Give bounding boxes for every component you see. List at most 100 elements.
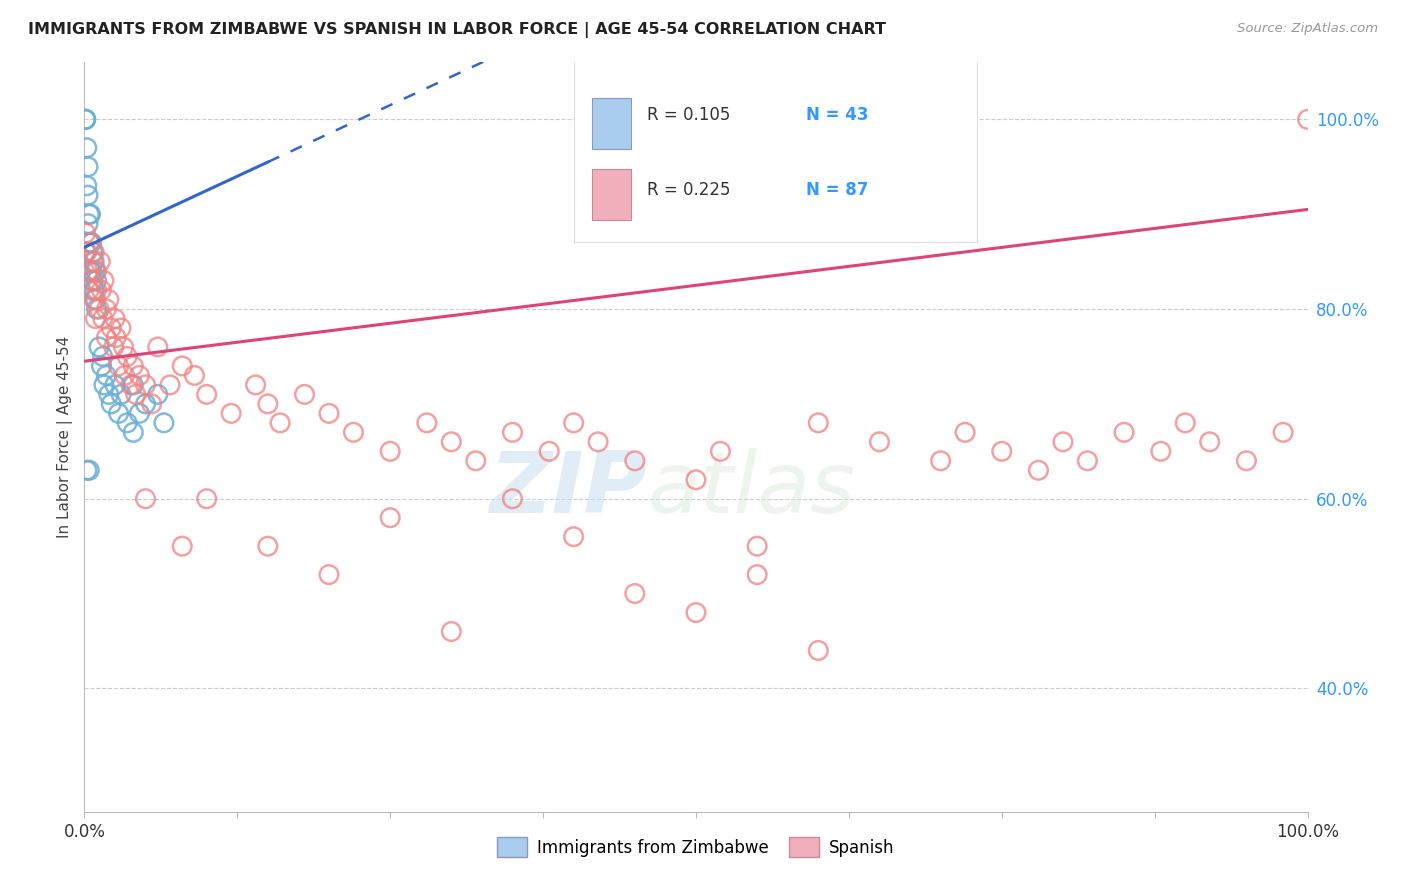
Point <box>86 301 108 316</box>
Point <box>77 217 100 231</box>
Point <box>128 368 150 383</box>
Point <box>84 293 107 307</box>
Point <box>380 444 402 458</box>
Point <box>91 350 114 364</box>
Point <box>1052 434 1074 449</box>
Point <box>153 416 176 430</box>
Point <box>624 454 647 468</box>
Point <box>562 416 585 430</box>
Point <box>87 340 110 354</box>
Point <box>83 283 105 297</box>
Point <box>135 491 157 506</box>
Point <box>440 434 463 449</box>
Point <box>80 235 103 250</box>
Point <box>110 321 132 335</box>
Point <box>84 264 107 278</box>
Point <box>135 378 157 392</box>
Point <box>83 245 105 260</box>
Text: N = 87: N = 87 <box>806 181 869 199</box>
Point <box>464 454 486 468</box>
Text: ZIP: ZIP <box>489 448 647 531</box>
Point <box>318 406 340 420</box>
Point <box>83 293 105 307</box>
Point <box>79 235 101 250</box>
Point <box>115 416 138 430</box>
Point <box>103 340 125 354</box>
Point <box>87 301 110 316</box>
Point <box>502 425 524 440</box>
Point <box>807 643 830 657</box>
Point <box>90 283 112 297</box>
Text: atlas: atlas <box>647 448 855 531</box>
Point <box>77 160 100 174</box>
Point <box>257 397 280 411</box>
Point <box>440 624 463 639</box>
Point <box>82 245 104 260</box>
Text: Source: ZipAtlas.com: Source: ZipAtlas.com <box>1237 22 1378 36</box>
Point <box>1028 463 1050 477</box>
Point <box>96 330 118 344</box>
Point <box>79 235 101 250</box>
Bar <box>592 169 631 219</box>
Point <box>1114 425 1136 440</box>
Point <box>104 378 127 392</box>
Point <box>991 444 1014 458</box>
Point <box>90 359 112 373</box>
Point <box>75 112 97 127</box>
Point <box>91 311 114 326</box>
Point <box>83 254 105 268</box>
Point <box>76 245 98 260</box>
Point <box>807 416 830 430</box>
Point <box>86 264 108 278</box>
Point <box>294 387 316 401</box>
Point <box>122 378 145 392</box>
Point <box>195 387 218 401</box>
Point <box>1296 112 1319 127</box>
Point <box>1150 444 1173 458</box>
Point <box>77 283 100 297</box>
Point <box>929 454 952 468</box>
Point <box>77 207 100 221</box>
Point <box>82 254 104 268</box>
Point <box>141 397 163 411</box>
Point <box>159 378 181 392</box>
Point <box>219 406 242 420</box>
Point <box>245 378 267 392</box>
Point <box>269 416 291 430</box>
Point <box>82 274 104 288</box>
Point <box>1236 454 1258 468</box>
Point <box>183 368 205 383</box>
Point <box>86 283 108 297</box>
Point <box>342 425 364 440</box>
Point <box>380 510 402 524</box>
Point <box>172 359 194 373</box>
Text: R = 0.105: R = 0.105 <box>647 106 730 124</box>
Point <box>93 378 115 392</box>
Point <box>93 274 115 288</box>
Point <box>869 434 891 449</box>
FancyBboxPatch shape <box>574 55 977 243</box>
Point <box>77 264 100 278</box>
Point <box>1272 425 1295 440</box>
Point <box>120 378 142 392</box>
Point <box>100 321 122 335</box>
Point <box>1076 454 1098 468</box>
Point <box>84 311 107 326</box>
Point <box>709 444 731 458</box>
Point <box>538 444 561 458</box>
Point <box>75 245 97 260</box>
Point <box>135 397 157 411</box>
Point <box>77 235 100 250</box>
Point <box>747 539 769 553</box>
Point <box>586 434 609 449</box>
Point <box>77 463 100 477</box>
Point <box>1198 434 1220 449</box>
Point <box>80 274 103 288</box>
Point <box>76 141 98 155</box>
Point <box>97 387 120 401</box>
Point <box>96 368 118 383</box>
Point <box>105 330 128 344</box>
Point <box>128 406 150 420</box>
Point <box>79 264 101 278</box>
Point <box>416 416 439 430</box>
